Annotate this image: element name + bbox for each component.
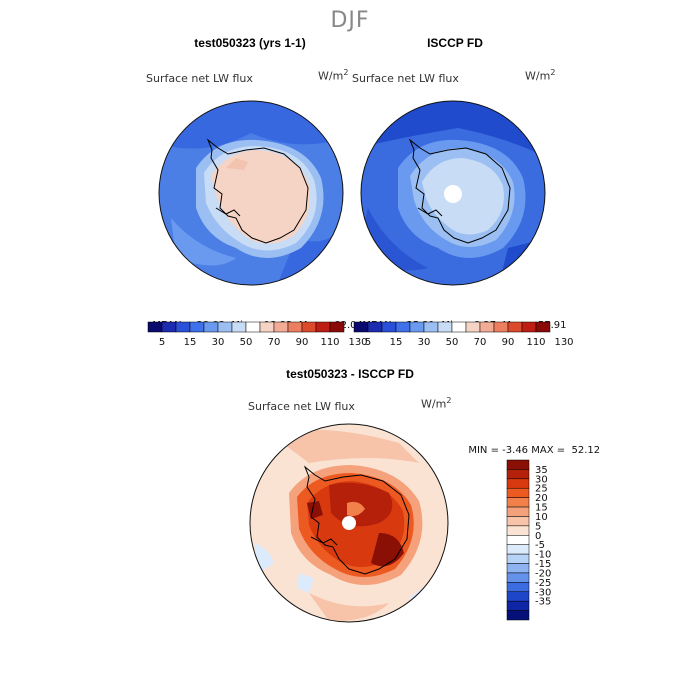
difference-colorbar-swatch: [506, 497, 530, 508]
panel-1-colorbar-swatch: [231, 321, 247, 333]
panel-1-colorbar-swatch: [203, 321, 219, 333]
difference-colorbar-swatch: [506, 544, 530, 555]
panel-1-colorbar-tick-label: 50: [240, 337, 253, 348]
panel-2-colorbar-tick-label: 110: [526, 337, 545, 348]
panel-2-colorbar-tick-label: 30: [418, 337, 431, 348]
panel-1-colorbar-tick-label: 30: [212, 337, 225, 348]
difference-stats: MIN = -3.46 MAX = 52.12: [468, 445, 601, 456]
difference-colorbar-tick-label: 20: [535, 493, 548, 504]
figure-title: DJF: [330, 8, 370, 33]
panel-2-colorbar-swatch: [381, 321, 397, 333]
difference-colorbar-swatch: [506, 525, 530, 536]
panel-1-colorbar-swatch: [259, 321, 275, 333]
panel-2-colorbar-tick-label: 130: [554, 337, 573, 348]
difference-colorbar-tick-label: -30: [535, 587, 551, 598]
difference-colorbar-swatch: [506, 459, 530, 470]
difference-field-label: Surface net LW flux: [248, 400, 355, 413]
difference-colorbar-swatch: [506, 563, 530, 574]
difference-colorbar-swatch: [506, 487, 530, 498]
panel-1-colorbar-tick-label: 15: [184, 337, 197, 348]
panel-1-colorbar-swatch: [315, 321, 331, 333]
difference-colorbar-tick-label: 30: [535, 474, 548, 485]
difference-colorbar-tick-label: -10: [535, 550, 551, 561]
panel-1-colorbar: 5 15 30 50 70 90 110 130: [147, 321, 368, 348]
panel-1-colorbar-swatch: [245, 321, 261, 333]
panel-2-colorbar-tick-label: 15: [390, 337, 403, 348]
panel-2-colorbar-swatch: [353, 321, 369, 333]
panel-1-colorbar-swatch: [217, 321, 233, 333]
difference-colorbar-tick-label: -25: [535, 578, 551, 589]
difference-colorbar-swatch: [506, 516, 530, 527]
panel-1-colorbar-tick-label: 90: [296, 337, 309, 348]
panel-1-colorbar-swatch: [175, 321, 191, 333]
difference-colorbar-tick-label: -35: [535, 597, 551, 608]
panel-1-field-label: Surface net LW flux: [146, 72, 253, 85]
difference-colorbar-swatch: [506, 469, 530, 480]
panel-1-colorbar-swatch: [161, 321, 177, 333]
difference-title: test050323 - ISCCP FD: [286, 367, 414, 381]
panel-1-colorbar-swatch: [301, 321, 317, 333]
difference-units: W/m2: [421, 396, 452, 411]
panel-2-colorbar-swatch: [507, 321, 523, 333]
difference-colorbar-tick-label: -20: [535, 568, 551, 579]
difference-map: [249, 423, 449, 623]
panel-1-colorbar-tick-label: 70: [268, 337, 281, 348]
panel-2-colorbar-swatch: [437, 321, 453, 333]
panel-2-colorbar-tick-label: 70: [474, 337, 487, 348]
panel-1-colorbar-tick-label: 110: [320, 337, 339, 348]
panel-1-colorbar-swatch: [273, 321, 289, 333]
difference-colorbar-tick-label: 5: [535, 521, 541, 532]
panel-2-map: [360, 100, 546, 286]
difference-colorbar-tick-label: 10: [535, 512, 548, 523]
panel-2-colorbar-tick-label: 90: [502, 337, 515, 348]
panel-2-colorbar-tick-label: 50: [446, 337, 459, 348]
difference-colorbar-swatch: [506, 600, 530, 611]
panel-2-units: W/m2: [525, 68, 556, 83]
panel-1-colorbar-tick-label: 130: [348, 337, 367, 348]
difference-colorbar-tick-label: -5: [535, 540, 545, 551]
difference-colorbar-tick-label: -15: [535, 559, 551, 570]
panel-2-colorbar: 5 15 30 50 70 90 110 130: [353, 321, 574, 348]
panel-2-colorbar-swatch: [465, 321, 481, 333]
difference-colorbar-tick-label: 0: [535, 531, 541, 542]
panel-2-colorbar-swatch: [521, 321, 537, 333]
difference-colorbar-swatch: [506, 572, 530, 583]
difference-colorbar-swatch: [506, 506, 530, 517]
panel-2-colorbar-swatch: [535, 321, 551, 333]
panel-1-title: test050323 (yrs 1-1): [194, 36, 306, 50]
difference-colorbar-swatch: [506, 610, 530, 621]
difference-colorbar-swatch: [506, 582, 530, 593]
difference-colorbar-swatch: [506, 591, 530, 602]
difference-colorbar-swatch: [506, 553, 530, 564]
panel-2-colorbar-swatch: [451, 321, 467, 333]
panel-1-units: W/m2: [318, 68, 349, 83]
panel-1-colorbar-tick-label: 5: [159, 337, 165, 348]
panel-2-field-label: Surface net LW flux: [352, 72, 459, 85]
panel-2-title: ISCCP FD: [427, 36, 483, 50]
difference-colorbar-tick-label: 35: [535, 465, 548, 476]
panel-1-colorbar-swatch: [189, 321, 205, 333]
panel-2-colorbar-swatch: [423, 321, 439, 333]
panel-2-colorbar-swatch: [395, 321, 411, 333]
panel-2-colorbar-swatch: [409, 321, 425, 333]
panel-1-colorbar-swatch: [287, 321, 303, 333]
panel-1-colorbar-swatch: [147, 321, 163, 333]
panel-2-colorbar-swatch: [479, 321, 495, 333]
panel-2-colorbar-swatch: [367, 321, 383, 333]
panel-1-map: [158, 100, 344, 286]
difference-colorbar-swatch: [506, 478, 530, 489]
panel-2-colorbar-swatch: [493, 321, 509, 333]
difference-colorbar-tick-label: 15: [535, 503, 548, 514]
panel-2-colorbar-tick-label: 5: [365, 337, 371, 348]
difference-colorbar-tick-label: 25: [535, 484, 548, 495]
panel-1-colorbar-swatch: [329, 321, 345, 333]
difference-colorbar-swatch: [506, 535, 530, 545]
